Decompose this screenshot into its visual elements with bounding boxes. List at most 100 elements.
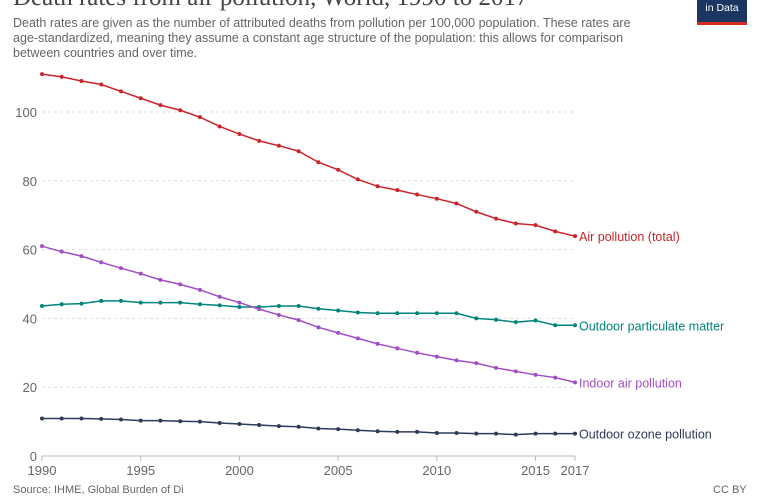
data-point [513,221,518,226]
data-point [296,304,301,309]
data-point [118,266,123,271]
data-point [434,354,439,359]
data-point [336,308,341,313]
data-point [79,79,84,84]
y-tick-label: 20 [23,380,37,395]
data-point [573,431,577,436]
x-tick-label: 2010 [422,463,451,478]
data-point [434,196,439,201]
y-tick-label: 60 [23,243,37,258]
data-point [533,431,538,436]
data-point [395,311,400,316]
license-text[interactable]: CC BY [713,484,747,496]
data-point [99,260,104,265]
series-label: Indoor air pollution [579,376,682,390]
x-tick-label: 1995 [126,463,155,478]
data-point [99,298,104,303]
data-point [59,249,64,254]
data-point [494,216,499,221]
data-point [197,419,202,424]
data-point [237,305,242,310]
data-point [59,74,64,79]
data-point [158,418,163,423]
data-point [474,209,479,214]
data-point [573,234,577,239]
data-point [276,304,281,309]
data-point [178,300,183,305]
data-point [79,254,84,259]
data-point [257,138,262,143]
y-tick-label: 40 [23,311,37,326]
data-point [118,417,123,422]
data-point [395,346,400,351]
data-point [494,431,499,436]
data-point [454,201,459,206]
data-point [158,277,163,282]
data-point [375,341,380,346]
data-point [395,429,400,434]
data-point [375,184,380,189]
data-point [573,380,577,385]
x-tick-label: 2015 [521,463,550,478]
series-label: Outdoor particulate matter [579,319,724,333]
data-point [434,311,439,316]
y-tick-label: 100 [15,105,37,120]
data-point [257,307,262,312]
data-point [355,310,360,315]
data-point [118,298,123,303]
data-point [276,312,281,317]
data-point [316,426,321,431]
data-point [59,416,64,421]
series-line [41,245,576,384]
chart-title: Death rates from air pollution, World, 1… [13,0,529,12]
data-point [138,300,143,305]
data-point [197,115,202,120]
series-line [41,73,576,237]
data-point [217,420,222,425]
data-point [197,287,202,292]
data-point [513,320,518,325]
data-point [336,427,341,432]
data-point [513,369,518,374]
source-text[interactable]: Source: IHME, Global Burden of Di [13,484,184,496]
data-point [138,418,143,423]
data-point [217,294,222,299]
data-point [296,149,301,154]
owid-logo[interactable]: Our World in Data [697,0,747,25]
data-point [454,311,459,316]
data-point [415,192,420,197]
data-point [237,300,242,305]
data-point [276,143,281,148]
y-tick-label: 80 [23,174,37,189]
data-point [316,306,321,311]
data-point [494,317,499,322]
series-label: Air pollution (total) [579,230,680,244]
data-point [99,82,104,87]
chart-subtitle: Death rates are given as the number of a… [13,16,631,60]
data-point [434,430,439,435]
data-point [355,336,360,341]
data-point [316,160,321,165]
data-point [336,330,341,335]
data-point [533,223,538,228]
data-point [138,271,143,276]
data-point [553,375,558,380]
y-tick-label: 0 [30,449,37,464]
data-point [454,430,459,435]
data-point [415,350,420,355]
data-point [276,424,281,429]
data-point [375,311,380,316]
data-point [375,429,380,434]
data-point [533,372,538,377]
x-tick-label: 2005 [324,463,353,478]
data-point [553,229,558,234]
data-point [553,431,558,436]
data-point [40,416,44,421]
data-point [118,89,123,94]
data-point [217,124,222,129]
data-point [158,103,163,108]
data-point [197,302,202,307]
data-point [40,244,44,249]
data-point [474,361,479,366]
